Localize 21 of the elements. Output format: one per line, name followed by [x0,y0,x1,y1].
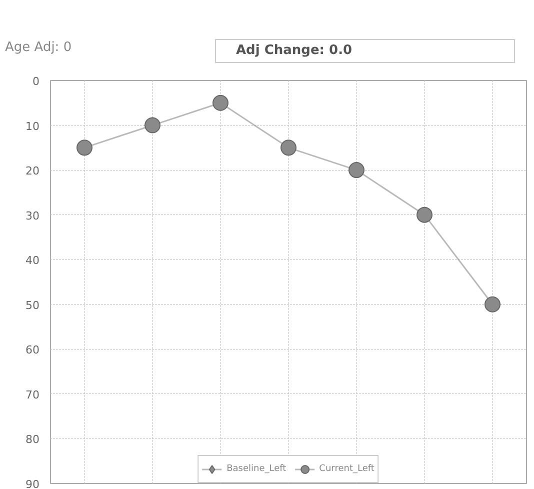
point [348,162,364,178]
y-tick-label: 0 [32,75,40,88]
y-tick-label: 80 [26,433,40,446]
y-tick-label: 30 [26,209,40,222]
point [144,117,160,134]
y-tick-label: 20 [26,164,40,178]
point [280,140,296,156]
legend-label: Current_Left [319,464,374,474]
y-tick-label: 60 [26,344,40,357]
legend-label: Baseline_Left [226,464,286,474]
point [484,296,500,312]
y-tick-label: 10 [26,120,40,133]
text: Age Adj: 0 [5,39,72,57]
y-tick-label: 90 [26,478,40,489]
point [416,206,432,223]
point [212,94,228,111]
text: Adj Change: 0.0 [236,42,352,60]
y-tick-label: 50 [26,298,40,312]
point [76,140,92,156]
y-tick-label: 70 [26,388,40,402]
y-tick-label: 40 [26,254,40,268]
